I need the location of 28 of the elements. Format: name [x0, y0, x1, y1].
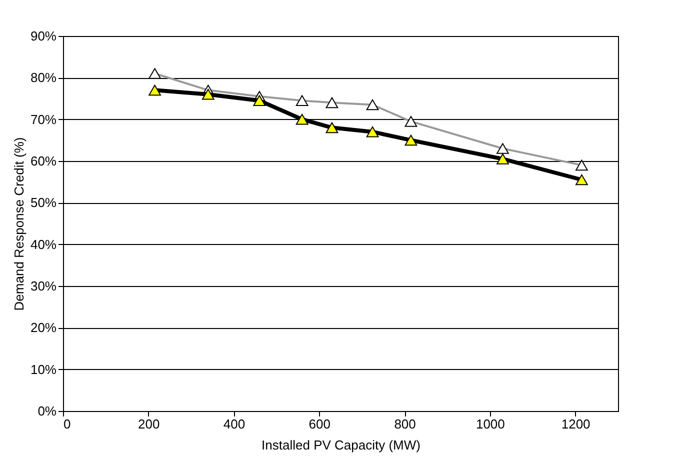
y-tick-label: 60% — [30, 154, 57, 168]
x-tick-label: 800 — [394, 416, 416, 432]
y-tick-label: 0% — [38, 404, 57, 418]
x-tick-label: 600 — [308, 416, 331, 432]
x-tick-label: 400 — [223, 416, 246, 432]
y-tick-label: 80% — [30, 70, 57, 86]
point — [296, 114, 308, 125]
x-tick-label: 1200 — [561, 416, 590, 432]
x-tick-label: 1000 — [476, 416, 505, 432]
point — [326, 122, 338, 134]
y-tick-label: 20% — [30, 320, 57, 336]
y-tick-label: 10% — [30, 362, 57, 377]
x-axis-title: Installed PV Capacity (MW) — [262, 438, 420, 452]
point — [253, 95, 266, 106]
y-tick-label: 90% — [30, 28, 57, 44]
y-tick-label: 70% — [30, 112, 57, 127]
y-tick-label: 40% — [30, 236, 57, 252]
point — [404, 134, 418, 146]
point — [202, 88, 214, 100]
point — [366, 126, 379, 138]
x-tick-label: 200 — [138, 416, 160, 432]
y-tick-label: 30% — [30, 278, 57, 294]
point — [148, 84, 161, 96]
y-tick-label: 50% — [30, 195, 57, 210]
point — [496, 153, 509, 164]
y-axis-title: Demand Response Credit (%) — [11, 137, 26, 311]
point — [576, 174, 588, 186]
x-tick-label: 0 — [64, 416, 71, 432]
